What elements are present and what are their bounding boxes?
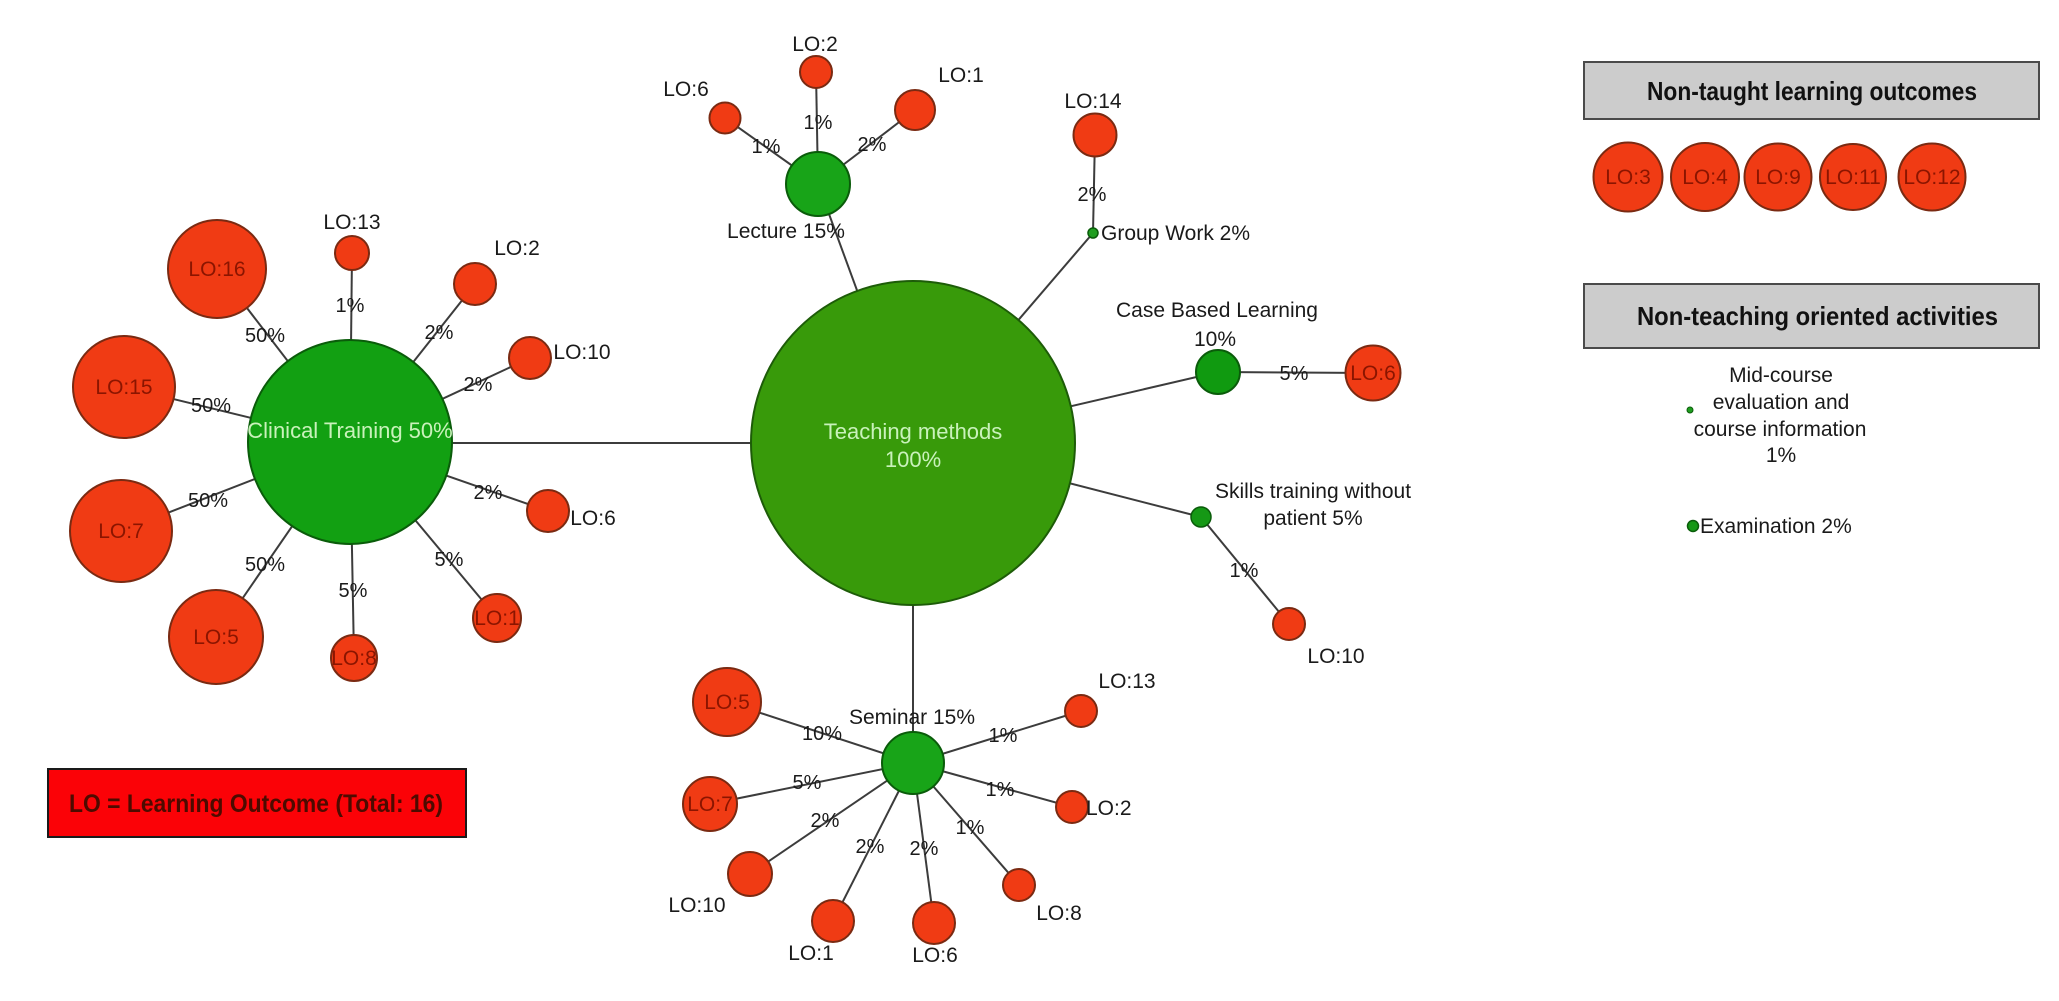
svg-text:LO:8: LO:8 bbox=[1036, 902, 1082, 925]
svg-text:LO:9: LO:9 bbox=[1755, 166, 1801, 189]
svg-text:course information: course information bbox=[1694, 418, 1867, 441]
svg-text:LO:13: LO:13 bbox=[1098, 670, 1155, 693]
svg-text:1%: 1% bbox=[986, 779, 1015, 801]
svg-text:LO:6: LO:6 bbox=[663, 78, 709, 101]
svg-text:2%: 2% bbox=[910, 838, 939, 860]
svg-text:LO:12: LO:12 bbox=[1903, 166, 1960, 189]
svg-text:100%: 100% bbox=[885, 447, 941, 472]
svg-text:50%: 50% bbox=[245, 325, 285, 347]
svg-text:LO:15: LO:15 bbox=[95, 376, 152, 399]
svg-text:LO:5: LO:5 bbox=[704, 691, 750, 714]
svg-text:LO:4: LO:4 bbox=[1682, 166, 1728, 189]
svg-text:50%: 50% bbox=[188, 490, 228, 512]
svg-text:Skills training without: Skills training without bbox=[1215, 480, 1411, 503]
svg-text:2%: 2% bbox=[425, 322, 454, 344]
svg-text:LO:16: LO:16 bbox=[188, 258, 245, 281]
svg-text:LO:10: LO:10 bbox=[553, 341, 610, 364]
svg-text:1%: 1% bbox=[956, 817, 985, 839]
svg-text:1%: 1% bbox=[752, 136, 781, 158]
svg-text:5%: 5% bbox=[793, 772, 822, 794]
svg-text:LO:2: LO:2 bbox=[792, 33, 838, 56]
svg-text:2%: 2% bbox=[464, 374, 493, 396]
svg-text:LO = Learning Outcome (Total:: LO = Learning Outcome (Total: 16) bbox=[69, 790, 443, 818]
svg-text:LO:6: LO:6 bbox=[912, 944, 958, 967]
svg-text:Lecture 15%: Lecture 15% bbox=[727, 220, 845, 243]
svg-text:1%: 1% bbox=[804, 112, 833, 134]
svg-text:evaluation and: evaluation and bbox=[1713, 391, 1850, 414]
svg-text:patient 5%: patient 5% bbox=[1263, 507, 1362, 530]
svg-text:50%: 50% bbox=[245, 554, 285, 576]
svg-text:LO:7: LO:7 bbox=[687, 793, 733, 816]
svg-text:2%: 2% bbox=[474, 482, 503, 504]
svg-text:LO:10: LO:10 bbox=[1307, 645, 1364, 668]
svg-text:1%: 1% bbox=[336, 295, 365, 317]
svg-text:Examination 2%: Examination 2% bbox=[1700, 515, 1852, 538]
svg-text:Case Based Learning: Case Based Learning bbox=[1116, 299, 1318, 322]
svg-text:LO:1: LO:1 bbox=[788, 942, 834, 965]
svg-text:10%: 10% bbox=[802, 723, 842, 745]
svg-text:10%: 10% bbox=[1194, 328, 1236, 351]
svg-text:2%: 2% bbox=[1078, 184, 1107, 206]
svg-text:LO:2: LO:2 bbox=[494, 237, 540, 260]
svg-text:Mid-course: Mid-course bbox=[1729, 364, 1833, 387]
svg-text:LO:1: LO:1 bbox=[474, 607, 520, 630]
svg-text:50%: 50% bbox=[191, 395, 231, 417]
svg-text:LO:8: LO:8 bbox=[331, 647, 377, 670]
svg-text:1%: 1% bbox=[1766, 444, 1796, 467]
svg-text:Seminar 15%: Seminar 15% bbox=[849, 706, 975, 729]
svg-text:1%: 1% bbox=[989, 725, 1018, 747]
svg-text:2%: 2% bbox=[858, 134, 887, 156]
svg-text:LO:11: LO:11 bbox=[1825, 166, 1881, 189]
svg-text:2%: 2% bbox=[856, 836, 885, 858]
svg-text:1%: 1% bbox=[1230, 560, 1259, 582]
svg-text:LO:2: LO:2 bbox=[1086, 797, 1132, 820]
svg-text:LO:7: LO:7 bbox=[98, 520, 144, 543]
svg-text:LO:13: LO:13 bbox=[323, 211, 380, 234]
svg-text:LO:14: LO:14 bbox=[1064, 90, 1122, 113]
svg-text:LO:6: LO:6 bbox=[1350, 362, 1396, 385]
svg-text:LO:5: LO:5 bbox=[193, 626, 239, 649]
svg-text:5%: 5% bbox=[339, 580, 368, 602]
svg-text:Non-taught learning outcomes: Non-taught learning outcomes bbox=[1647, 76, 1977, 106]
svg-text:Group Work 2%: Group Work 2% bbox=[1101, 222, 1250, 245]
svg-text:LO:3: LO:3 bbox=[1605, 166, 1651, 189]
svg-text:Clinical Training 50%: Clinical Training 50% bbox=[247, 418, 452, 443]
svg-text:LO:10: LO:10 bbox=[668, 894, 725, 917]
svg-text:LO:1: LO:1 bbox=[938, 64, 984, 87]
svg-text:Non-teaching oriented activiti: Non-teaching oriented activities bbox=[1637, 301, 1998, 331]
svg-text:5%: 5% bbox=[435, 549, 464, 571]
svg-text:LO:6: LO:6 bbox=[570, 507, 616, 530]
svg-text:5%: 5% bbox=[1280, 363, 1309, 385]
svg-text:Teaching methods: Teaching methods bbox=[824, 419, 1003, 444]
svg-text:2%: 2% bbox=[811, 810, 840, 832]
